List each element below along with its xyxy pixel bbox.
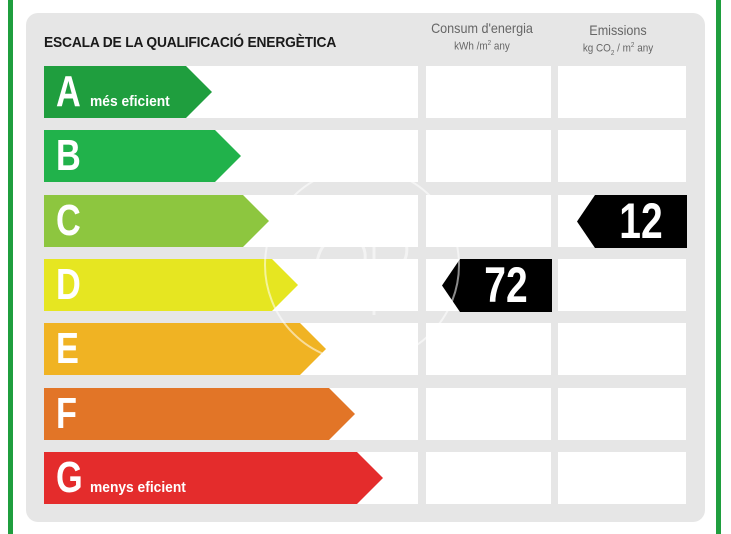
consumption-column-header: Consum d'energia kWh /m2 any — [424, 20, 539, 55]
emissions-cell — [558, 130, 686, 182]
consumption-cell — [426, 452, 551, 504]
emissions-indicator-shape — [577, 195, 687, 248]
consumption-cell — [426, 130, 551, 182]
frame-left-border — [8, 0, 13, 534]
rating-arrow-shape — [44, 130, 241, 182]
consumption-indicator-value: 72 — [484, 257, 528, 313]
rating-letter: B — [56, 131, 81, 180]
rating-arrow-shape — [44, 388, 355, 440]
rating-letter: E — [56, 324, 79, 373]
page-title: ESCALA DE LA QUALIFICACIÓ ENERGÈTICA — [44, 34, 337, 51]
rating-letter: D — [56, 260, 81, 309]
rating-arrow-b: B — [44, 130, 241, 182]
rating-arrow-shape — [44, 452, 383, 504]
consumption-column-label: Consum d'energia — [431, 20, 533, 36]
consumption-cell — [426, 66, 551, 118]
emissions-cell — [558, 323, 686, 375]
consumption-indicator-shape — [442, 259, 552, 312]
emissions-column-header: Emissions kg CO2 / m2 any — [560, 22, 677, 62]
rating-letter: F — [56, 389, 77, 438]
emissions-column-label: Emissions — [589, 22, 647, 38]
emissions-cell — [558, 259, 686, 311]
frame-right-border — [716, 0, 721, 534]
rating-arrow-e: E — [44, 323, 326, 375]
emissions-cell — [558, 452, 686, 504]
rating-caption: més eficient — [90, 93, 170, 110]
rating-letter: G — [56, 453, 83, 502]
rating-letter: C — [56, 196, 81, 245]
consumption-cell — [426, 323, 551, 375]
emissions-cell — [558, 388, 686, 440]
consumption-cell — [426, 195, 551, 247]
emissions-cell — [558, 66, 686, 118]
consumption-cell — [426, 388, 551, 440]
emissions-column-unit: kg CO2 / m2 any — [582, 42, 654, 57]
rating-arrow-d: D — [44, 259, 298, 311]
rating-arrow-shape — [44, 259, 298, 311]
consumption-indicator: 72 — [442, 259, 552, 312]
rating-arrow-c: C — [44, 195, 269, 247]
consumption-column-unit: kWh /m2 any — [454, 40, 510, 53]
rating-arrow-shape — [44, 195, 269, 247]
rating-arrow-shape — [44, 323, 326, 375]
watermark-logo — [264, 167, 460, 363]
rating-arrow-shape — [44, 66, 212, 118]
emissions-indicator-value: 12 — [619, 193, 663, 249]
rating-letter: A — [56, 67, 81, 116]
rating-caption: menys eficient — [90, 479, 186, 496]
rating-arrow-f: F — [44, 388, 355, 440]
emissions-indicator: 12 — [577, 195, 687, 248]
